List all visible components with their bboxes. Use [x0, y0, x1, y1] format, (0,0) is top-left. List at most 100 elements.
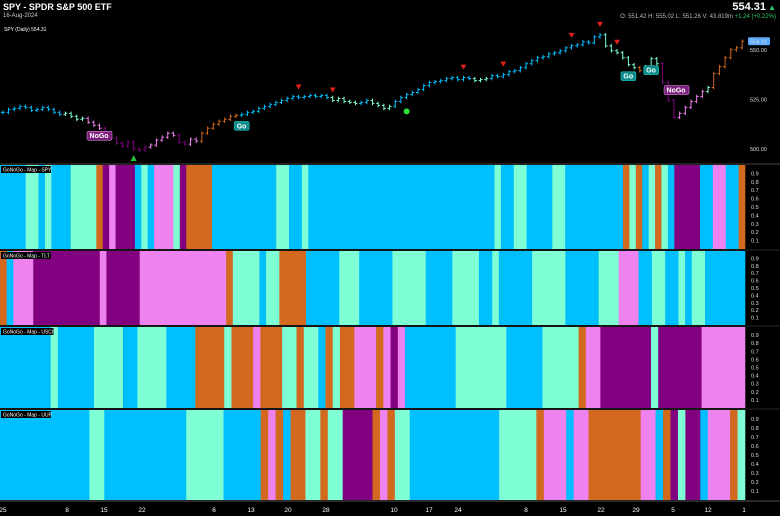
heatmap-title-bg: [1, 328, 54, 335]
heatmap-cell: [259, 251, 267, 325]
heatmap-cell: [139, 251, 154, 325]
heatmap-y-tick: 0.8: [751, 341, 759, 347]
heatmap-cell: [119, 251, 140, 325]
heatmap-y-tick: 0.7: [751, 188, 759, 194]
go-countertrend-marker: [329, 87, 336, 93]
heatmap-y-tick: 0.6: [751, 279, 759, 285]
heatmap-cell: [195, 327, 225, 408]
heatmap-cell: [305, 410, 321, 500]
heatmap-cell: [409, 410, 500, 500]
heatmap-cell: [629, 165, 637, 249]
last-price-tag-label: 554.31: [750, 39, 767, 45]
heatmap-cell: [122, 327, 138, 408]
heatmap-y-tick: 0.9: [751, 417, 759, 423]
heatmap-title: GoNoGo - Map - USCI: [3, 330, 53, 336]
go-label-box: [233, 121, 250, 131]
heatmap-cell: [109, 165, 116, 249]
heatmap-cell: [573, 410, 589, 500]
go-countertrend-marker: [295, 84, 302, 90]
go-label: Go: [237, 123, 247, 130]
heatmap-cell: [0, 165, 26, 249]
heatmap-cell: [390, 327, 399, 408]
heatmap-cell: [738, 165, 746, 249]
heatmap-cell: [253, 327, 261, 408]
heatmap-cell: [305, 251, 340, 325]
heatmap-y-tick: 0.8: [751, 180, 759, 186]
chart-header: SPY - SPDR S&P 500 ETF 16-Aug-2024 554.3…: [0, 0, 780, 24]
heatmap-cell: [597, 165, 624, 249]
heatmap-cell: [552, 165, 566, 249]
heatmap-cell: [275, 410, 284, 500]
heatmap-y-tick: 0.7: [751, 435, 759, 441]
x-axis-tick: 15: [100, 507, 108, 514]
heatmap-cell: [320, 410, 329, 500]
nogo-countertrend-marker: [130, 155, 137, 162]
heatmap-cell: [279, 251, 307, 325]
heatmap-cell: [379, 410, 388, 500]
go-countertrend-marker: [596, 21, 603, 27]
heatmap-cell: [452, 251, 480, 325]
heatmap-cell: [638, 251, 653, 325]
heatmap-cell: [701, 327, 746, 408]
heatmap-cell: [283, 410, 291, 500]
heatmap-cell: [640, 410, 656, 500]
x-axis-tick: 25: [0, 507, 7, 514]
heatmap-cell: [650, 327, 659, 408]
go-label-box: [643, 65, 659, 75]
price-y-tick: 525.00: [750, 97, 767, 103]
heatmap-y-tick: 0.6: [751, 357, 759, 363]
heatmap-y-tick: 0.1: [751, 489, 759, 495]
heatmap-cell: [226, 251, 234, 325]
heatmap-y-tick: 0.7: [751, 271, 759, 277]
ohlc-readout: O: 551.42 H: 555.02 L: 551.26 V: 43.819m…: [620, 14, 776, 20]
heatmap-cell: [648, 165, 656, 249]
heatmap-cell: [0, 251, 7, 325]
heatmap-cell: [397, 327, 406, 408]
heatmap-cell: [498, 251, 533, 325]
heatmap-y-tick: 0.6: [751, 197, 759, 203]
x-axis-tick: 24: [454, 507, 462, 514]
heatmap-cell: [588, 410, 641, 500]
heatmap-cell: [50, 327, 59, 408]
x-axis-tick: 17: [425, 507, 433, 514]
price-change: +1.24 (+0.22%): [734, 14, 776, 20]
heatmap-cell: [342, 410, 373, 500]
heatmap-cell: [106, 251, 121, 325]
heatmap-cell: [186, 165, 213, 249]
heatmap-y-tick: 0.4: [751, 293, 759, 299]
heatmap-y-tick: 0.7: [751, 349, 759, 355]
go-label-box: [620, 71, 637, 81]
heatmap-cell: [526, 165, 553, 249]
heatmap-cell: [387, 410, 396, 500]
heatmap-cell: [542, 327, 579, 408]
heatmap-cell: [499, 410, 537, 500]
heatmap-y-tick: 0.5: [751, 286, 759, 292]
heatmap-y-tick: 0.4: [751, 213, 759, 219]
heatmap-cell: [700, 165, 714, 249]
heatmap-cell: [327, 410, 343, 500]
heatmap-cell: [566, 410, 574, 500]
heatmap-cell: [665, 251, 679, 325]
x-axis-tick: 1: [742, 507, 746, 514]
heatmap-cell: [705, 251, 732, 325]
heatmap-cell: [598, 251, 619, 325]
heatmap-cell: [678, 251, 686, 325]
heatmap-y-tick: 0.3: [751, 301, 759, 307]
heatmap-cell: [392, 251, 427, 325]
heatmap-cell: [600, 327, 652, 408]
heatmap-cell: [677, 410, 686, 500]
heatmap-cell: [430, 165, 495, 249]
heatmap-cell: [33, 251, 101, 325]
heatmap-cell: [318, 327, 326, 408]
heatmap-cell: [651, 251, 666, 325]
heatmap-cell: [685, 251, 693, 325]
heatmap-title: GoNoGo - Map - TLT: [3, 254, 50, 260]
nogo-label-box: [663, 85, 690, 95]
heatmap-title-bg: [1, 252, 51, 259]
heatmap-cell: [276, 165, 290, 249]
heatmap-cell: [51, 165, 71, 249]
heatmap-cell: [89, 410, 105, 500]
heatmap-y-tick: 0.1: [751, 398, 759, 404]
x-axis-tick: 20: [284, 507, 292, 514]
